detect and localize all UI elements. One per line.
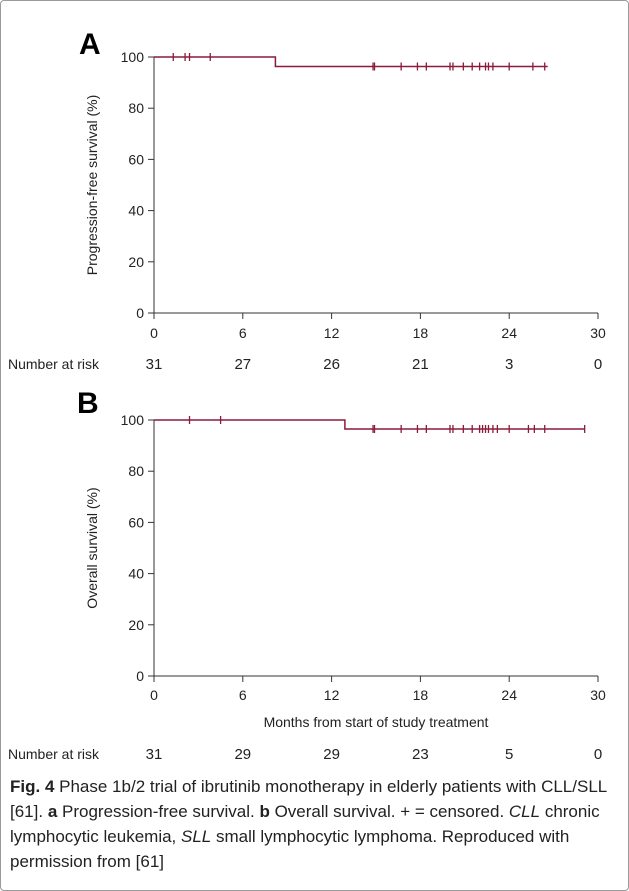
- panel-b-y-tick-label: 40: [128, 566, 144, 582]
- caption-cll: CLL: [508, 802, 541, 821]
- panel-a-y-tick-label: 100: [121, 49, 145, 65]
- panel-b-y-tick-label: 20: [128, 617, 144, 633]
- panel-b-risk-label: Number at risk: [8, 746, 100, 762]
- panel-b-x-tick-label: 6: [239, 687, 247, 703]
- panel-a-risk-value: 31: [146, 356, 163, 373]
- panel-b-risk-value: 31: [146, 746, 163, 763]
- panel-a-y-tick-label: 80: [128, 100, 144, 116]
- panel-a-survival-curve: [154, 56, 548, 68]
- panel-a-x-tick-label: 18: [413, 325, 429, 341]
- panel-a-y-tick-label: 40: [128, 203, 144, 219]
- panel-a-risk-value: 26: [323, 356, 340, 373]
- panel-b-y-axis-label: Overall survival (%): [84, 487, 100, 608]
- panel-label-b: B: [77, 387, 99, 420]
- panel-b-risk-value: 5: [505, 746, 513, 763]
- caption-text-1: Phase 1b/2 trial of ibrutinib monotherap…: [10, 777, 607, 821]
- caption-text-3: Overall survival. + = censored.: [269, 802, 509, 821]
- panel-b-x-tick-label: 18: [413, 687, 429, 703]
- caption-text-4: chronic lymphocytic leukemia,: [10, 802, 600, 846]
- caption-label-b: b: [259, 802, 270, 821]
- panel-b-x-tick-label: 0: [150, 687, 158, 703]
- figure-caption: Fig. 4 Phase 1b/2 trial of ibrutinib mon…: [10, 774, 620, 874]
- panel-a-y-tick-label: 60: [128, 151, 144, 167]
- panel-b-x-axis-label: Months from start of study treatment: [264, 714, 489, 730]
- panel-a-risk-label: Number at risk: [8, 356, 100, 372]
- caption-text-2: Progression-free survival.: [57, 802, 260, 821]
- panel-b-y-tick-label: 0: [136, 668, 144, 684]
- panel-b-risk-value: 29: [234, 746, 251, 763]
- panel-label-a: A: [79, 28, 101, 61]
- panel-a-x-tick-label: 0: [150, 325, 158, 341]
- panel-a-y-axis-label: Progression-free survival (%): [84, 95, 100, 276]
- panel-a-x-tick-label: 30: [590, 325, 606, 341]
- panel-b-y-tick-label: 80: [128, 463, 144, 479]
- panel-a-y-tick-label: 0: [136, 305, 144, 321]
- panel-b-survival-curve: [154, 419, 585, 430]
- panel-b-x-tick-label: 24: [501, 687, 517, 703]
- caption-fig-label: Fig. 4: [10, 777, 55, 796]
- panel-b-y-tick-label: 60: [128, 514, 144, 530]
- panel-a-y-tick-label: 20: [128, 254, 144, 270]
- panel-b-x-tick-label: 12: [324, 687, 340, 703]
- panel-b-risk-value: 23: [412, 746, 429, 763]
- panel-a-x-tick-label: 12: [324, 325, 340, 341]
- panel-a-risk-value: 27: [234, 356, 251, 373]
- panel-b-y-tick-label: 100: [121, 412, 145, 428]
- caption-label-a: a: [47, 802, 58, 821]
- panel-a-x-tick-label: 24: [501, 325, 517, 341]
- panel-b-x-tick-label: 30: [590, 687, 606, 703]
- panel-a-risk-value: 21: [412, 356, 429, 373]
- caption-sll: SLL: [181, 827, 212, 846]
- panel-a-risk-value: 3: [505, 356, 513, 373]
- panel-a-risk-value: 0: [594, 356, 602, 373]
- caption-text-5: small lymphocytic lymphoma. Reproduced w…: [10, 827, 570, 871]
- panel-b-risk-value: 29: [323, 746, 340, 763]
- panel-b-risk-value: 0: [594, 746, 602, 763]
- panel-a-x-tick-label: 6: [239, 325, 247, 341]
